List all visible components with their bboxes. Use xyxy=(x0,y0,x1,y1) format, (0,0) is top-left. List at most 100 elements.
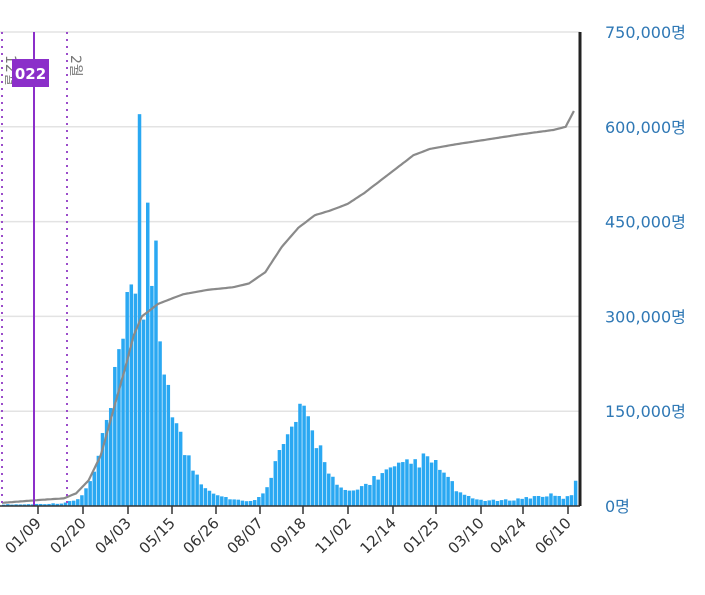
bar xyxy=(409,463,413,506)
y-tick-label: 750,000명 xyxy=(605,23,686,42)
bar xyxy=(462,494,467,506)
bar xyxy=(540,496,545,506)
bar xyxy=(495,500,500,506)
y-tick-label: 450,000명 xyxy=(605,213,686,232)
bar xyxy=(232,499,236,506)
bar xyxy=(166,384,171,506)
bar xyxy=(471,498,475,506)
bar xyxy=(376,479,380,506)
bar xyxy=(417,467,422,506)
bar xyxy=(285,434,290,506)
bar xyxy=(401,462,405,506)
bar xyxy=(104,419,109,506)
bar xyxy=(215,495,220,506)
bar xyxy=(458,492,463,506)
bar xyxy=(516,498,520,506)
bar xyxy=(475,499,479,506)
bar xyxy=(384,469,389,506)
bar xyxy=(347,490,352,506)
x-tick-label: 09/18 xyxy=(267,514,310,557)
bar xyxy=(141,319,146,506)
bar xyxy=(26,504,31,506)
bar xyxy=(503,499,508,506)
bar xyxy=(158,341,162,506)
bar xyxy=(343,489,347,506)
bar xyxy=(248,500,253,506)
bar xyxy=(108,408,113,506)
bar xyxy=(228,499,232,506)
bar xyxy=(63,502,68,506)
bar xyxy=(224,497,228,506)
bar xyxy=(553,495,557,506)
cumulative-line-series xyxy=(1,110,575,504)
bar xyxy=(22,504,27,506)
bar xyxy=(314,448,319,506)
bar xyxy=(265,487,269,506)
bar xyxy=(421,453,426,506)
bar xyxy=(55,503,59,506)
bar xyxy=(392,466,397,506)
bar xyxy=(191,470,195,506)
bar xyxy=(442,472,446,506)
bar xyxy=(195,474,199,506)
bar xyxy=(88,481,92,506)
bar xyxy=(388,467,393,506)
bar xyxy=(18,504,22,506)
bar xyxy=(561,498,566,506)
bar xyxy=(129,284,134,506)
bar xyxy=(84,488,88,506)
bar xyxy=(71,500,76,506)
bar xyxy=(117,349,121,506)
bar xyxy=(322,462,327,506)
bar xyxy=(6,504,10,506)
bar xyxy=(499,500,504,506)
y-tick-label: 600,000명 xyxy=(605,118,686,137)
bar xyxy=(479,499,483,506)
bar xyxy=(178,431,183,506)
bar xyxy=(339,487,343,506)
bar xyxy=(154,240,158,506)
bar xyxy=(277,450,282,506)
bar xyxy=(372,476,376,506)
bar xyxy=(51,503,55,506)
bar xyxy=(294,421,298,506)
bar xyxy=(14,504,18,506)
bar xyxy=(532,496,537,506)
bar xyxy=(170,417,175,506)
bar xyxy=(487,500,491,506)
bar xyxy=(450,481,454,506)
bar xyxy=(34,503,39,506)
bar xyxy=(557,496,561,506)
bar xyxy=(80,495,84,506)
x-tick-label: 12/14 xyxy=(357,514,400,557)
x-tick-label: 06/26 xyxy=(180,514,223,557)
bar xyxy=(150,285,154,506)
bar xyxy=(364,483,368,506)
bar xyxy=(133,293,138,506)
bar xyxy=(302,405,306,506)
bar xyxy=(483,500,487,506)
bar xyxy=(380,473,385,506)
bar xyxy=(121,338,125,506)
bar xyxy=(351,490,356,506)
bar xyxy=(30,504,35,506)
bar xyxy=(545,496,549,506)
bar xyxy=(290,426,294,506)
bar xyxy=(199,484,203,506)
bar xyxy=(240,500,245,506)
bar xyxy=(306,416,310,506)
bar xyxy=(520,498,524,506)
bar xyxy=(187,455,191,506)
bar xyxy=(327,473,331,506)
bar-series xyxy=(2,114,578,506)
bar xyxy=(137,114,142,506)
bar xyxy=(355,489,360,506)
bar xyxy=(413,459,417,506)
y-tick-label: 0명 xyxy=(605,497,630,516)
bar xyxy=(528,498,533,506)
bar xyxy=(59,503,64,506)
bar xyxy=(425,456,430,506)
x-tick-label: 04/03 xyxy=(92,514,135,557)
bar xyxy=(92,471,97,506)
